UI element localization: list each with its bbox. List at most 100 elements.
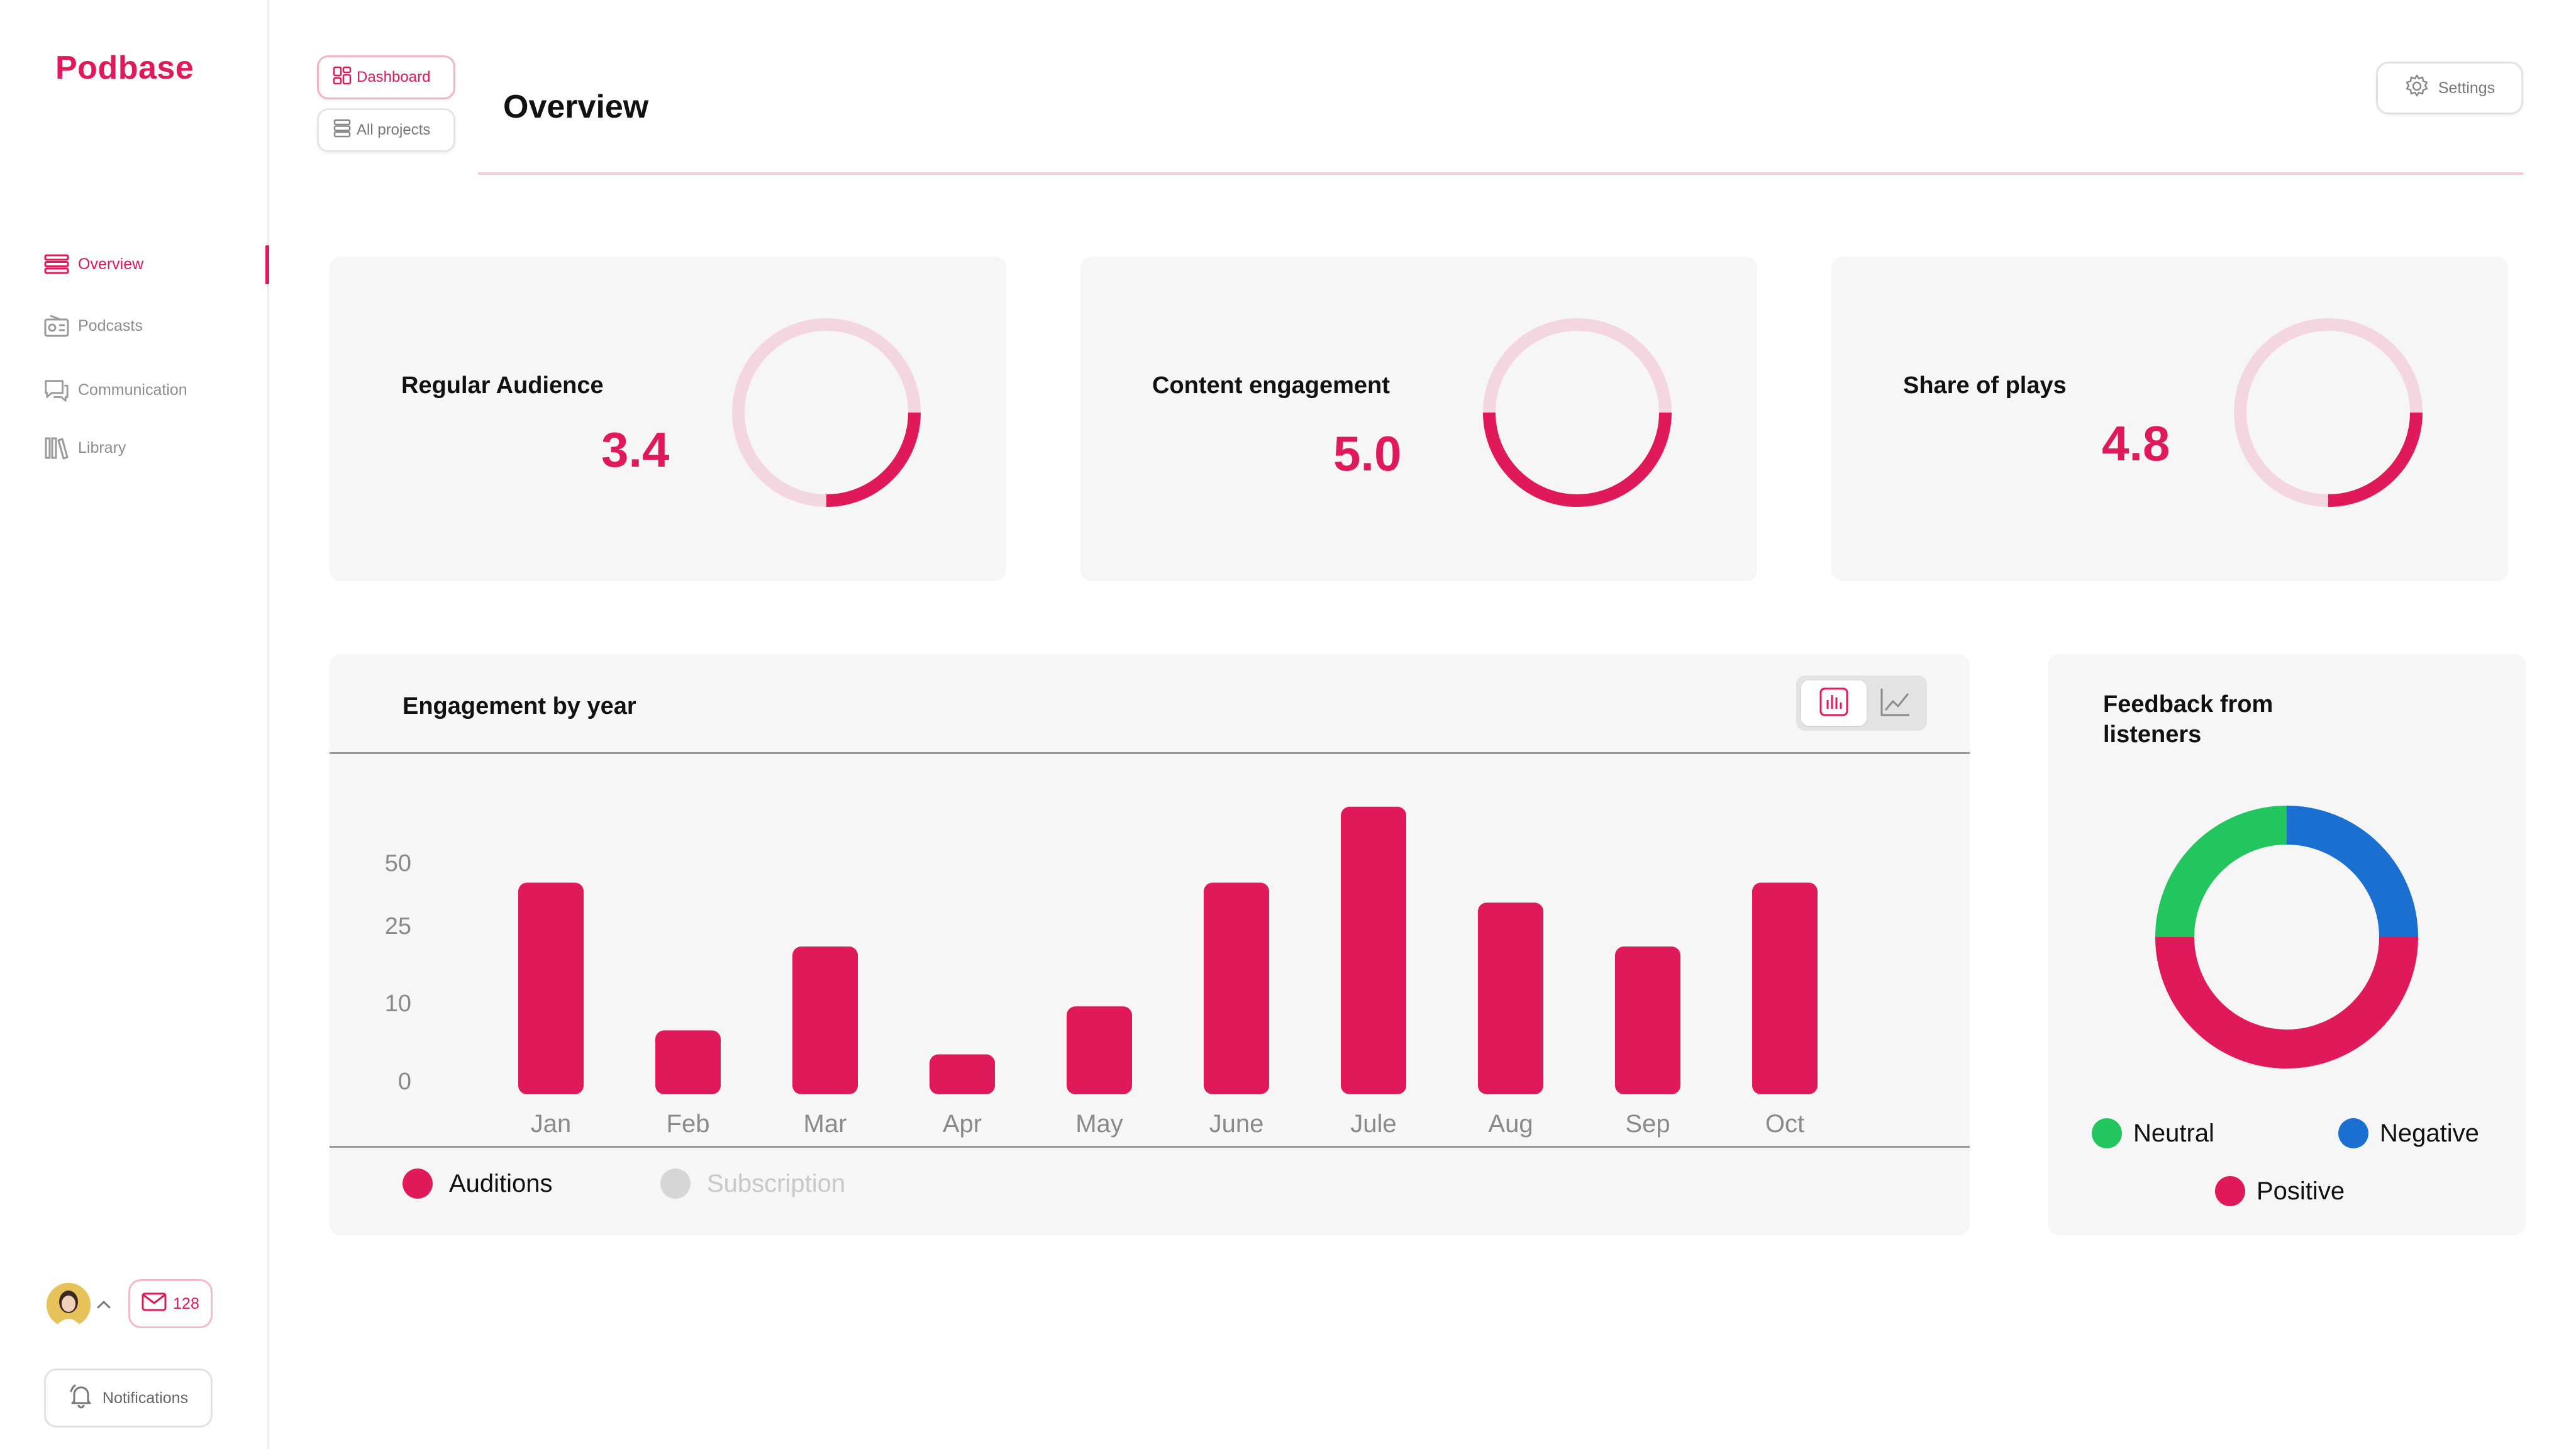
bar-oct[interactable] [1752, 882, 1818, 1094]
dashboard-label: Dashboard [357, 69, 431, 86]
chart-bottom-divider [330, 1146, 1970, 1148]
kpi-value: 4.8 [2102, 416, 2170, 471]
x-tick-label: May [1075, 1110, 1123, 1138]
gear-icon [2404, 74, 2429, 103]
sidebar: Podbase Overview Podcasts Communication … [0, 0, 269, 1449]
bar-jule[interactable] [1341, 806, 1406, 1094]
bar-chart-toggle[interactable] [1801, 680, 1867, 726]
bar-sep[interactable] [1615, 947, 1680, 1094]
legend-negative[interactable]: Negative [2338, 1118, 2479, 1148]
kpi-card-regular-audience: Regular Audience 3.4 [330, 257, 1006, 581]
line-chart-icon [1879, 686, 1912, 721]
x-tick-label: Aug [1488, 1110, 1533, 1138]
app-logo[interactable]: Podbase [55, 50, 194, 86]
radio-icon [44, 314, 69, 337]
legend-label: Subscription [707, 1169, 846, 1197]
dashboard-button[interactable]: Dashboard [317, 55, 455, 99]
kpi-card-content-engagement: Content engagement 5.0 [1080, 257, 1757, 581]
dashboard-icon [333, 66, 352, 89]
mail-button[interactable]: 128 [128, 1279, 213, 1328]
bell-icon [69, 1384, 94, 1413]
x-tick-label: Oct [1765, 1110, 1804, 1138]
notifications-button[interactable]: Notifications [44, 1368, 213, 1428]
legend-label: Positive [2257, 1177, 2345, 1205]
active-nav-indicator [265, 245, 269, 284]
donut-segment-neutral[interactable] [2155, 806, 2287, 938]
x-tick-label: Jan [531, 1110, 572, 1138]
legend-auditions[interactable]: Auditions [402, 1169, 553, 1199]
legend-subscription[interactable]: Subscription [660, 1169, 845, 1199]
mail-count: 128 [173, 1294, 199, 1313]
x-tick-label: Sep [1625, 1110, 1670, 1138]
donut-segment-positive[interactable] [2155, 936, 2418, 1069]
engagement-chart-card: Engagement by year 50 25 10 0 Jan Feb Mar Apr Ma… [330, 654, 1970, 1235]
chat-icon [44, 379, 69, 402]
feedback-donut [2155, 806, 2418, 1069]
bar-feb[interactable] [655, 1030, 721, 1094]
legend-positive[interactable]: Positive [2215, 1176, 2345, 1206]
settings-button[interactable]: Settings [2376, 62, 2523, 114]
kpi-value: 5.0 [1333, 426, 1402, 481]
mail-icon [142, 1292, 167, 1316]
sidebar-item-podcasts[interactable]: Podcasts [44, 312, 143, 340]
kpi-label: Regular Audience [401, 372, 604, 399]
y-tick-label: 50 [385, 850, 411, 877]
x-tick-label: Jule [1350, 1110, 1396, 1138]
legend-label: Negative [2380, 1119, 2479, 1147]
all-projects-button[interactable]: All projects [317, 108, 455, 152]
x-tick-label: June [1209, 1110, 1264, 1138]
projects-icon [333, 119, 352, 142]
y-tick-label: 25 [385, 913, 411, 940]
kpi-ring [1483, 318, 1672, 507]
x-tick-label: Apr [943, 1110, 982, 1138]
list-icon [44, 253, 69, 275]
notifications-label: Notifications [102, 1389, 189, 1407]
kpi-label: Content engagement [1152, 372, 1390, 399]
feedback-card: Feedback from listeners Neutral Negative… [2048, 654, 2526, 1235]
legend-neutral[interactable]: Neutral [2092, 1118, 2214, 1148]
chevron-up-icon[interactable] [94, 1296, 113, 1314]
legend-dot [2092, 1118, 2122, 1148]
header-divider [478, 172, 2523, 175]
bar-may[interactable] [1067, 1006, 1132, 1094]
sidebar-item-label: Overview [78, 255, 144, 273]
legend-label: Neutral [2133, 1119, 2214, 1147]
donut-segment-negative[interactable] [2286, 806, 2418, 938]
x-tick-label: Feb [667, 1110, 710, 1138]
legend-dot [2338, 1118, 2368, 1148]
feedback-title: Feedback from listeners [2103, 691, 2273, 748]
sidebar-item-overview[interactable]: Overview [44, 250, 143, 278]
kpi-ring [732, 318, 921, 507]
books-icon [44, 436, 69, 460]
chart-top-divider [330, 752, 1970, 754]
kpi-card-share-of-plays: Share of plays 4.8 [1831, 257, 2508, 581]
kpi-label: Share of plays [1903, 372, 2067, 399]
bar-chart-icon [1818, 686, 1850, 721]
sidebar-item-label: Communication [78, 380, 187, 399]
sidebar-item-library[interactable]: Library [44, 434, 126, 462]
x-tick-label: Mar [804, 1110, 847, 1138]
avatar[interactable] [47, 1283, 91, 1327]
bar-chart: 50 25 10 0 Jan Feb Mar Apr May June Jule Aug Sep Oct [385, 806, 1818, 1138]
sidebar-item-label: Library [78, 438, 126, 457]
line-chart-toggle[interactable] [1869, 680, 1922, 726]
sidebar-item-communication[interactable]: Communication [44, 376, 187, 404]
legend-dot [660, 1169, 691, 1199]
chart-title: Engagement by year [402, 693, 636, 719]
legend-dot [402, 1169, 433, 1199]
page-title: Overview [503, 89, 649, 125]
legend-label: Auditions [449, 1169, 553, 1197]
kpi-ring [2234, 318, 2423, 507]
legend-dot [2215, 1176, 2245, 1206]
chart-type-toggle[interactable] [1796, 675, 1927, 731]
y-tick-label: 0 [398, 1069, 411, 1095]
bar-jan[interactable] [518, 882, 584, 1094]
y-tick-label: 10 [385, 991, 411, 1017]
bar-mar[interactable] [792, 947, 858, 1094]
bar-june[interactable] [1204, 882, 1269, 1094]
settings-label: Settings [2438, 79, 2496, 97]
all-projects-label: All projects [357, 121, 431, 138]
kpi-value: 3.4 [601, 422, 670, 477]
bar-apr[interactable] [930, 1054, 995, 1095]
bar-aug[interactable] [1478, 902, 1543, 1094]
